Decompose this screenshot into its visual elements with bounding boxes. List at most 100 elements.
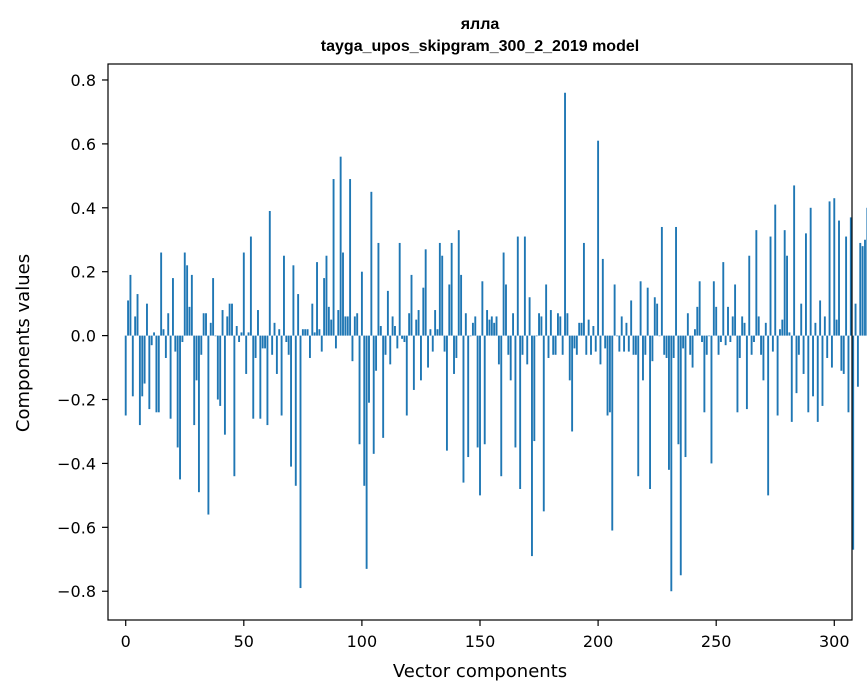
bar — [223, 335, 226, 435]
bar — [412, 335, 415, 390]
bar — [379, 326, 382, 336]
bar — [819, 300, 822, 336]
bar — [469, 335, 472, 337]
bar — [249, 236, 252, 336]
bar — [741, 316, 744, 336]
bar — [207, 335, 210, 515]
bar — [656, 303, 659, 336]
bar — [134, 316, 137, 336]
bar — [573, 335, 576, 349]
bar — [342, 252, 344, 336]
y-tick-label: 0.6 — [71, 135, 96, 154]
bar — [604, 335, 607, 349]
bar — [592, 326, 595, 336]
bar — [568, 335, 571, 381]
bar — [327, 306, 330, 336]
bar — [453, 335, 455, 374]
bar — [266, 335, 269, 426]
bar — [755, 230, 758, 336]
bar — [507, 335, 510, 355]
bar — [743, 322, 746, 336]
bar — [221, 310, 224, 336]
bar — [360, 271, 363, 336]
bar — [738, 335, 741, 358]
bar — [283, 255, 285, 336]
bar — [424, 249, 427, 336]
bar — [859, 242, 862, 336]
bar — [838, 220, 840, 336]
bar — [313, 332, 316, 336]
bar — [309, 335, 311, 358]
bar — [391, 316, 394, 336]
bar — [727, 306, 729, 336]
x-tick-label: 200 — [583, 632, 614, 651]
bar — [805, 233, 807, 336]
bar — [306, 329, 309, 336]
bar — [275, 335, 278, 374]
x-axis-label: Vector components — [393, 661, 567, 682]
bar — [162, 329, 165, 336]
bar — [471, 322, 474, 336]
bar — [854, 303, 857, 336]
bar — [497, 335, 500, 365]
bar — [214, 335, 217, 337]
bar — [167, 313, 170, 336]
bar — [847, 335, 850, 413]
bar — [535, 335, 538, 337]
bar — [351, 335, 354, 362]
bar — [582, 242, 585, 336]
bar — [325, 255, 328, 336]
bar — [788, 332, 791, 336]
bar — [358, 335, 361, 445]
bar — [627, 335, 630, 352]
bar — [549, 310, 552, 336]
bar — [233, 335, 236, 477]
bar — [334, 335, 337, 349]
bar — [712, 281, 715, 336]
bar — [370, 191, 373, 336]
bar — [209, 322, 212, 336]
bar — [375, 335, 378, 371]
bar — [157, 335, 160, 413]
bar — [304, 329, 307, 336]
bar — [476, 335, 479, 448]
bar — [757, 316, 760, 336]
bar — [462, 335, 465, 483]
bar — [197, 335, 200, 493]
bar — [434, 310, 437, 336]
bar — [396, 335, 399, 349]
bar — [486, 310, 489, 336]
bar — [464, 313, 467, 336]
bar — [254, 335, 257, 358]
bar — [821, 335, 824, 406]
bar — [701, 335, 703, 342]
bar — [323, 278, 326, 336]
bar — [394, 326, 396, 336]
bar — [703, 335, 706, 413]
bar — [682, 335, 685, 349]
bar — [311, 303, 314, 336]
bar — [330, 319, 333, 336]
bar — [318, 329, 321, 336]
bar — [677, 335, 680, 445]
bar — [349, 179, 352, 336]
bar — [762, 335, 765, 381]
bar — [675, 226, 677, 336]
bar — [559, 316, 562, 336]
bar — [696, 306, 699, 336]
bar — [545, 284, 548, 336]
bar — [639, 281, 642, 336]
bar — [724, 335, 727, 346]
bar — [150, 335, 153, 346]
bar — [864, 239, 866, 336]
bar — [719, 335, 722, 342]
bar — [767, 335, 770, 496]
bar — [750, 335, 753, 355]
bar — [195, 335, 198, 381]
bar — [698, 281, 701, 336]
bar — [736, 335, 739, 413]
x-tick-label: 150 — [465, 632, 496, 651]
bar — [705, 335, 708, 355]
y-tick-label: −0.2 — [57, 391, 96, 410]
bar — [807, 335, 810, 413]
